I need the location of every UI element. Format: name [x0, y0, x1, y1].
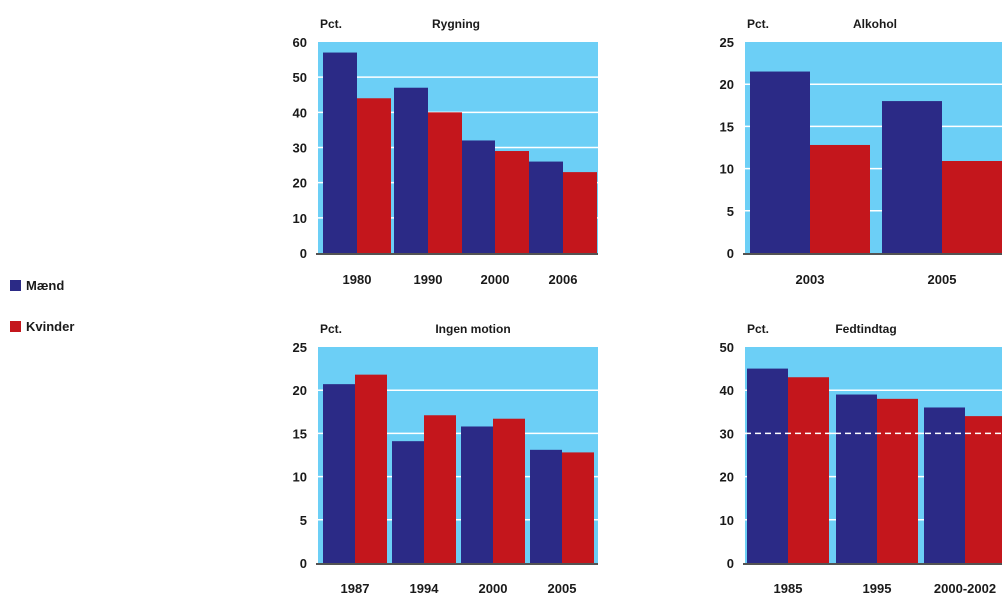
bar-0-maend-3 [529, 161, 563, 253]
bar-2-kvinder-2 [493, 418, 525, 563]
x-tick-label-1-1: 2005 [928, 272, 957, 287]
y-tick-label-0-0: 0 [300, 246, 307, 261]
bar-0-kvinder-1 [428, 112, 462, 253]
bar-2-maend-1 [392, 441, 424, 563]
bar-1-maend-1 [882, 101, 942, 253]
x-tick-label-3-2: 2000-2002 [934, 581, 996, 596]
y-tick-label-0-6: 60 [293, 35, 307, 50]
bar-3-maend-1 [836, 394, 877, 563]
x-tick-label-0-2: 2000 [481, 272, 510, 287]
y-tick-label-0-1: 10 [293, 211, 307, 226]
y-tick-label-1-5: 25 [720, 35, 734, 50]
legend-item-kvinder: Kvinder [10, 318, 74, 334]
y-axis-label-3: Pct. [747, 322, 769, 336]
bar-1-kvinder-1 [942, 161, 1002, 253]
y-tick-label-3-3: 30 [720, 426, 734, 441]
y-tick-label-1-1: 5 [727, 204, 734, 219]
x-tick-label-2-0: 1987 [341, 581, 370, 596]
x-tick-label-2-3: 2005 [548, 581, 577, 596]
x-tick-label-0-0: 1980 [343, 272, 372, 287]
y-tick-label-3-2: 20 [720, 470, 734, 485]
chart-title-2: Ingen motion [435, 322, 510, 336]
bar-0-kvinder-2 [495, 151, 529, 253]
bar-2-maend-3 [530, 449, 562, 563]
bar-3-kvinder-1 [877, 398, 918, 563]
bar-0-kvinder-3 [563, 172, 597, 253]
y-axis-label-0: Pct. [320, 17, 342, 31]
y-tick-label-0-2: 20 [293, 176, 307, 191]
y-tick-label-1-0: 0 [727, 246, 734, 261]
x-tick-label-2-1: 1994 [410, 581, 440, 596]
x-tick-label-2-2: 2000 [479, 581, 508, 596]
x-tick-label-3-1: 1995 [863, 581, 892, 596]
chart-title-0: Rygning [432, 17, 480, 31]
bar-3-kvinder-0 [788, 377, 829, 563]
legend-swatch-maend [10, 279, 21, 291]
bar-2-kvinder-1 [424, 415, 456, 563]
bar-3-maend-2 [924, 407, 965, 563]
y-tick-label-3-4: 40 [720, 383, 734, 398]
y-tick-label-3-1: 10 [720, 513, 734, 528]
legend-label-kvinder: Kvinder [26, 318, 75, 334]
bar-3-kvinder-2 [965, 416, 1002, 563]
chart-title-3: Fedtindtag [835, 322, 896, 336]
bar-1-kvinder-0 [810, 144, 870, 253]
y-tick-label-0-4: 40 [293, 105, 307, 120]
y-tick-label-1-2: 10 [720, 162, 734, 177]
chart-legend: Mænd Kvinder [10, 277, 74, 359]
legend-label-maend: Mænd [26, 277, 65, 293]
y-tick-label-2-4: 20 [293, 383, 307, 398]
x-tick-label-1-0: 2003 [796, 272, 825, 287]
bar-0-maend-2 [461, 140, 495, 253]
bar-0-kvinder-0 [357, 98, 391, 254]
bar-2-kvinder-0 [355, 374, 387, 563]
y-tick-label-2-1: 5 [300, 513, 307, 528]
bar-0-maend-0 [323, 52, 357, 253]
x-tick-label-3-0: 1985 [774, 581, 803, 596]
y-tick-label-0-3: 30 [293, 141, 307, 156]
y-tick-label-3-0: 0 [727, 556, 734, 571]
y-tick-label-2-5: 25 [293, 340, 307, 355]
y-tick-label-2-2: 10 [293, 470, 307, 485]
bar-2-maend-0 [323, 384, 355, 563]
legend-item-maend: Mænd [10, 277, 74, 293]
chart-title-1: Alkohol [853, 17, 897, 31]
x-tick-label-0-1: 1990 [414, 272, 443, 287]
bar-2-maend-2 [461, 426, 493, 563]
bar-1-maend-0 [750, 71, 810, 253]
y-axis-label-2: Pct. [320, 322, 342, 336]
x-tick-label-0-3: 2006 [549, 272, 578, 287]
y-tick-label-0-5: 50 [293, 70, 307, 85]
legend-swatch-kvinder [10, 320, 21, 332]
y-tick-label-1-3: 15 [720, 119, 734, 134]
y-tick-label-2-0: 0 [300, 556, 307, 571]
y-tick-label-2-3: 15 [293, 426, 307, 441]
y-axis-label-1: Pct. [747, 17, 769, 31]
bar-3-maend-0 [747, 368, 788, 563]
y-tick-label-3-5: 50 [720, 340, 734, 355]
bar-0-maend-1 [394, 87, 428, 253]
y-tick-label-1-4: 20 [720, 77, 734, 92]
bar-2-kvinder-3 [562, 452, 594, 563]
